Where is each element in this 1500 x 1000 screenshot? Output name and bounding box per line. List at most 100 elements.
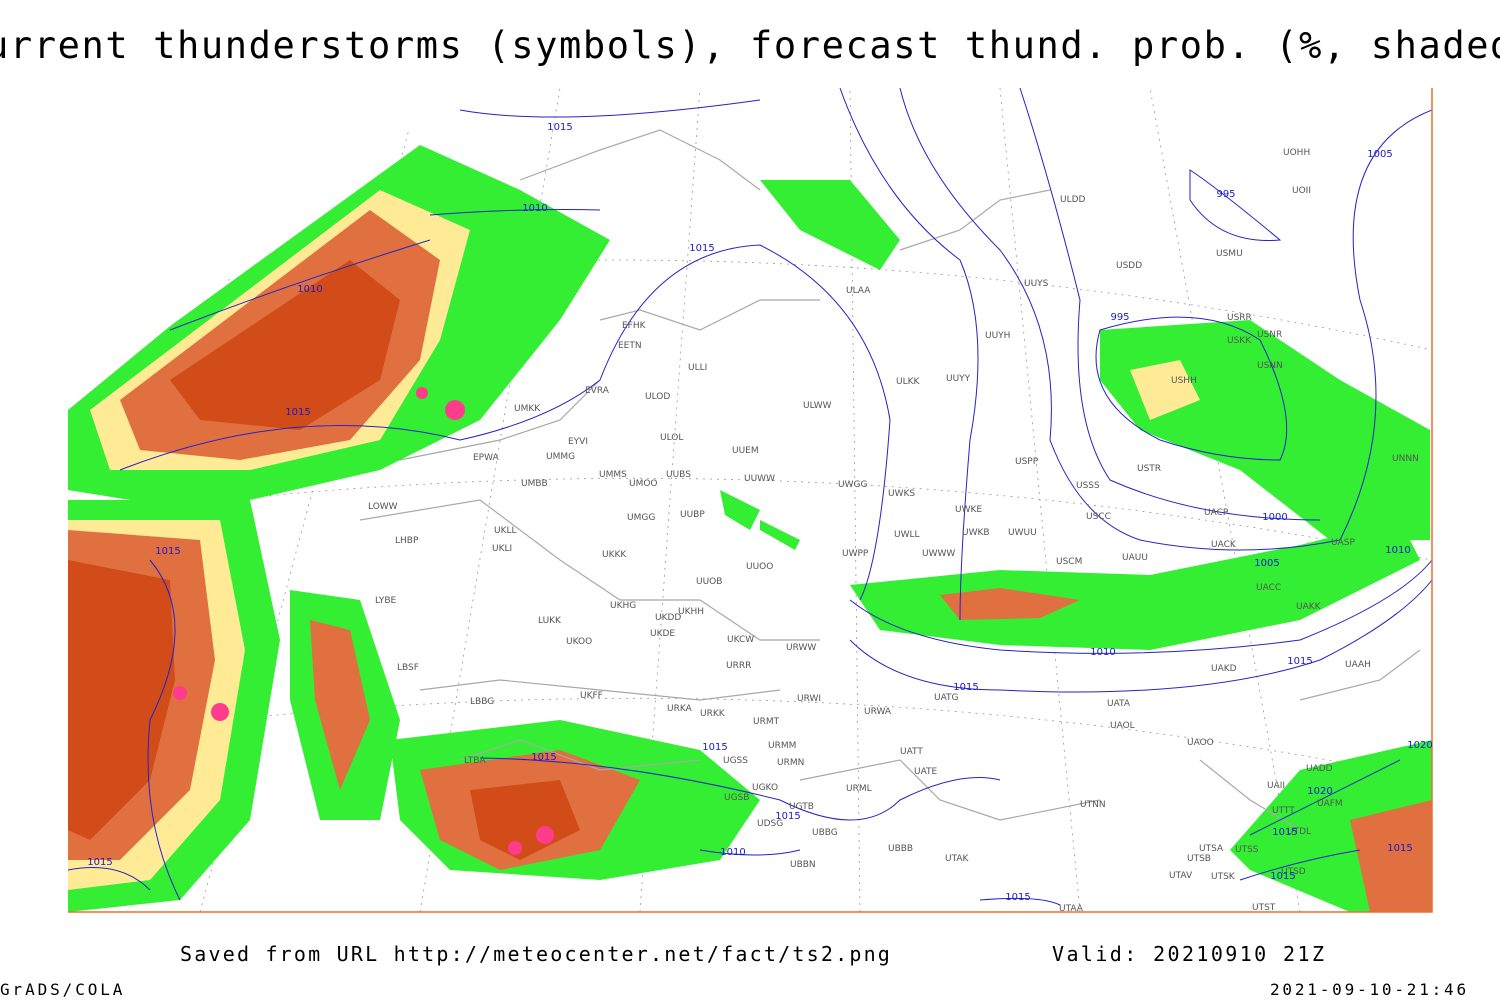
- isobar-label: 1015: [775, 811, 800, 822]
- isobar-label: 1015: [689, 243, 714, 254]
- station-label: UTSA: [1199, 844, 1224, 854]
- station-label: UTAK: [945, 854, 970, 864]
- station-label: UKKK: [602, 550, 627, 560]
- isobar-label: 1015: [1387, 843, 1412, 854]
- station-label: UACP: [1204, 508, 1229, 518]
- station-label: ULWW: [803, 401, 832, 411]
- station-label: UTNN: [1080, 800, 1106, 810]
- station-label: UASP: [1331, 538, 1355, 548]
- station-label: LOWW: [368, 502, 398, 512]
- station-label: UAII: [1267, 781, 1285, 791]
- station-label: UUBP: [680, 510, 705, 520]
- isobar-label: 1005: [1367, 149, 1392, 160]
- station-label: UMGG: [627, 513, 655, 523]
- station-label: URWW: [786, 643, 816, 653]
- station-label: UAOL: [1110, 721, 1135, 731]
- station-label: UUYH: [985, 331, 1010, 341]
- station-label: USCC: [1086, 512, 1111, 522]
- station-label: URMT: [753, 717, 780, 727]
- station-label: UWWW: [922, 549, 955, 559]
- station-label: URKK: [700, 709, 726, 719]
- station-label: USNR: [1257, 330, 1282, 340]
- station-label: UTAV: [1169, 871, 1193, 881]
- station-label: EFHK: [622, 321, 647, 331]
- isobar-label: 1020: [1407, 740, 1432, 751]
- isobar-label: 1015: [285, 407, 310, 418]
- precip-shading: [68, 145, 1432, 912]
- station-label: UACK: [1211, 540, 1237, 550]
- station-label: UATG: [934, 693, 959, 703]
- isobar-label: 1015: [547, 122, 572, 133]
- station-label: UUWW: [744, 474, 775, 484]
- station-label: UUEM: [732, 446, 759, 456]
- station-label: ULOL: [660, 433, 683, 443]
- station-label: ULAA: [846, 286, 871, 296]
- station-label: UMMG: [546, 452, 575, 462]
- isobar-label: 1000: [1262, 512, 1287, 523]
- map-labels: ULDD USDD UUYS ULAA UUYH ULKK UUYY EFHK EETN ULLI…: [87, 122, 1432, 914]
- station-label: USHH: [1171, 376, 1197, 386]
- station-label: USPP: [1015, 457, 1039, 467]
- isobar-label: 1015: [1270, 871, 1295, 882]
- station-label: UKFF: [580, 691, 603, 701]
- station-label: UUOB: [696, 577, 722, 587]
- station-label: UKCW: [727, 635, 754, 645]
- isobar-label: 1015: [155, 546, 180, 557]
- station-label: UMOO: [629, 479, 658, 489]
- station-label: USDD: [1116, 261, 1142, 271]
- isobar-label: 1010: [522, 203, 547, 214]
- station-label: USSS: [1076, 481, 1100, 491]
- country-borders: [359, 129, 1421, 831]
- station-label: UAFM: [1317, 799, 1343, 809]
- station-label: UMKK: [514, 404, 541, 414]
- station-label: UMBB: [521, 479, 548, 489]
- station-label: UGSB: [724, 793, 749, 803]
- station-label: UATT: [900, 747, 923, 757]
- isobar-label: 1015: [1287, 656, 1312, 667]
- isobar-label: 1020: [1307, 786, 1332, 797]
- station-label: UBBG: [812, 828, 838, 838]
- station-label: UTSS: [1235, 845, 1259, 855]
- isobar-label: 1010: [1385, 545, 1410, 556]
- isobar-label: 1015: [1272, 827, 1297, 838]
- station-label: USNN: [1257, 361, 1283, 371]
- station-label: URRR: [726, 661, 751, 671]
- station-label: UWPP: [842, 549, 869, 559]
- station-label: UMMS: [599, 470, 627, 480]
- station-label: UUYS: [1024, 279, 1049, 289]
- station-label: ULOD: [645, 392, 670, 402]
- station-label: USKK: [1227, 336, 1252, 346]
- station-label: UGKO: [752, 783, 778, 793]
- map-area: ULDD USDD UUYS ULAA UUYH ULKK UUYY EFHK EETN ULLI…: [68, 88, 1433, 914]
- station-label: UTDL: [1287, 827, 1311, 837]
- station-label: UADD: [1306, 764, 1333, 774]
- title: Current thunderstorms (symbols), forecas…: [0, 24, 1500, 67]
- station-label: UKHH: [678, 607, 704, 617]
- station-label: LBBG: [470, 697, 494, 707]
- isobar-label: 1015: [702, 742, 727, 753]
- station-label: URML: [846, 784, 872, 794]
- station-label: UDSG: [757, 819, 783, 829]
- station-label: UKLI: [492, 544, 512, 554]
- station-label: URWA: [864, 707, 892, 717]
- station-label: LHBP: [395, 536, 419, 546]
- station-label: EPWA: [473, 453, 500, 463]
- station-label: UAKK: [1296, 602, 1322, 612]
- station-label: UAKD: [1211, 664, 1237, 674]
- station-label: UACC: [1256, 583, 1281, 593]
- station-label: USTR: [1137, 464, 1161, 474]
- station-label: UBBN: [790, 860, 816, 870]
- station-label: UKDE: [650, 629, 675, 639]
- station-label: UKOO: [566, 637, 592, 647]
- station-label: UUBS: [666, 470, 691, 480]
- isobar-label: 995: [1110, 312, 1129, 323]
- station-label: UOHH: [1283, 148, 1310, 158]
- station-label: URMM: [768, 741, 796, 751]
- graticule: [68, 88, 1432, 912]
- station-label: UKDD: [655, 613, 681, 623]
- station-label: UTAA: [1059, 904, 1084, 914]
- station-label: UGTB: [789, 802, 814, 812]
- map-frame: [68, 88, 1433, 913]
- isobar-label: 1015: [87, 857, 112, 868]
- station-label: UKHG: [610, 601, 636, 611]
